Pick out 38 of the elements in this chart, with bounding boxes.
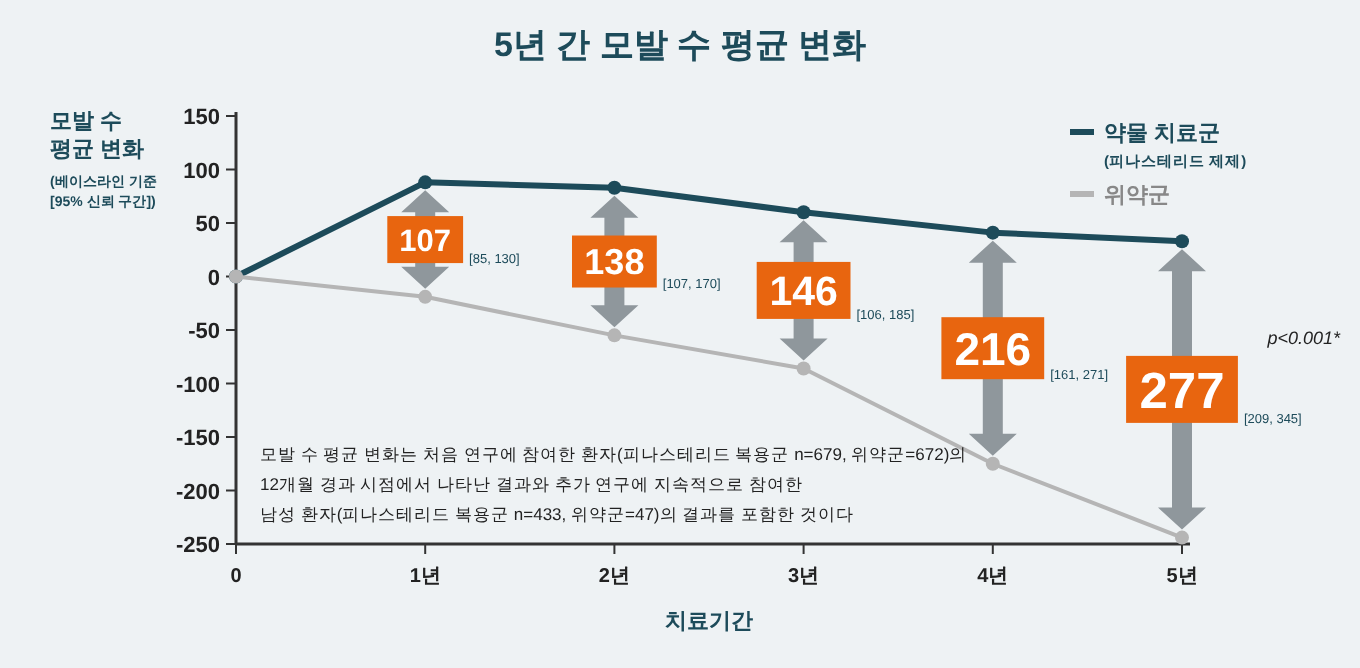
y-tick-label: -250: [175, 534, 220, 558]
y-tick-label: -200: [175, 480, 220, 505]
x-tick-label: 2년: [598, 566, 630, 588]
y-tick-label: -100: [175, 373, 220, 398]
annotation: 남성 환자(피나스테리드 복용군 n=433, 위약군=47)의 결과를 포함한 것이다: [260, 504, 854, 524]
annotation: 277: [1139, 363, 1225, 420]
y-tick-label: 100: [183, 159, 220, 184]
annotation: 138: [584, 242, 645, 283]
x-tick-label: 0: [230, 566, 243, 588]
y-tick-label: -150: [175, 427, 220, 451]
annotation: 모발 수 평균 변화는 처음 연구에 참여한 환자(피나스테리드 복용군 n=679, 위약군=672)의: [260, 444, 968, 464]
point: [607, 328, 622, 343]
y-tick-label: 150: [183, 106, 220, 130]
point: [985, 225, 1000, 240]
x-tick-label: 1년: [409, 566, 441, 588]
point: [607, 180, 622, 195]
text: p<0.001*: [1265, 328, 1341, 348]
legend-label: 위약군: [1104, 184, 1170, 208]
point: [796, 205, 811, 220]
x-axis-title: 치료기간: [665, 610, 753, 634]
point: [1175, 234, 1189, 249]
y-axis-title: 모발 수 평균 변화: [50, 110, 145, 162]
chart-title: 5년 간 모발 수 평균 변화: [493, 26, 867, 64]
annotation: 107: [399, 224, 452, 259]
x-tick-label: 5년: [1166, 566, 1198, 588]
point: [796, 361, 811, 376]
annotation: 146: [769, 269, 838, 316]
point: [985, 456, 1000, 471]
x-tick-label: 4년: [977, 566, 1009, 588]
x-tick-label: 3년: [788, 566, 820, 588]
point: [418, 175, 433, 190]
annotation: 12개월 경과 시점에서 나타난 결과와 추가 연구에 지속적으로 참여한: [260, 474, 803, 494]
y-tick-label: 0: [207, 266, 220, 291]
annotation: 216: [954, 322, 1032, 375]
y-tick-label: 50: [195, 213, 220, 237]
point: [1175, 530, 1189, 545]
y-tick-label: -50: [188, 320, 220, 344]
point: [418, 289, 433, 304]
